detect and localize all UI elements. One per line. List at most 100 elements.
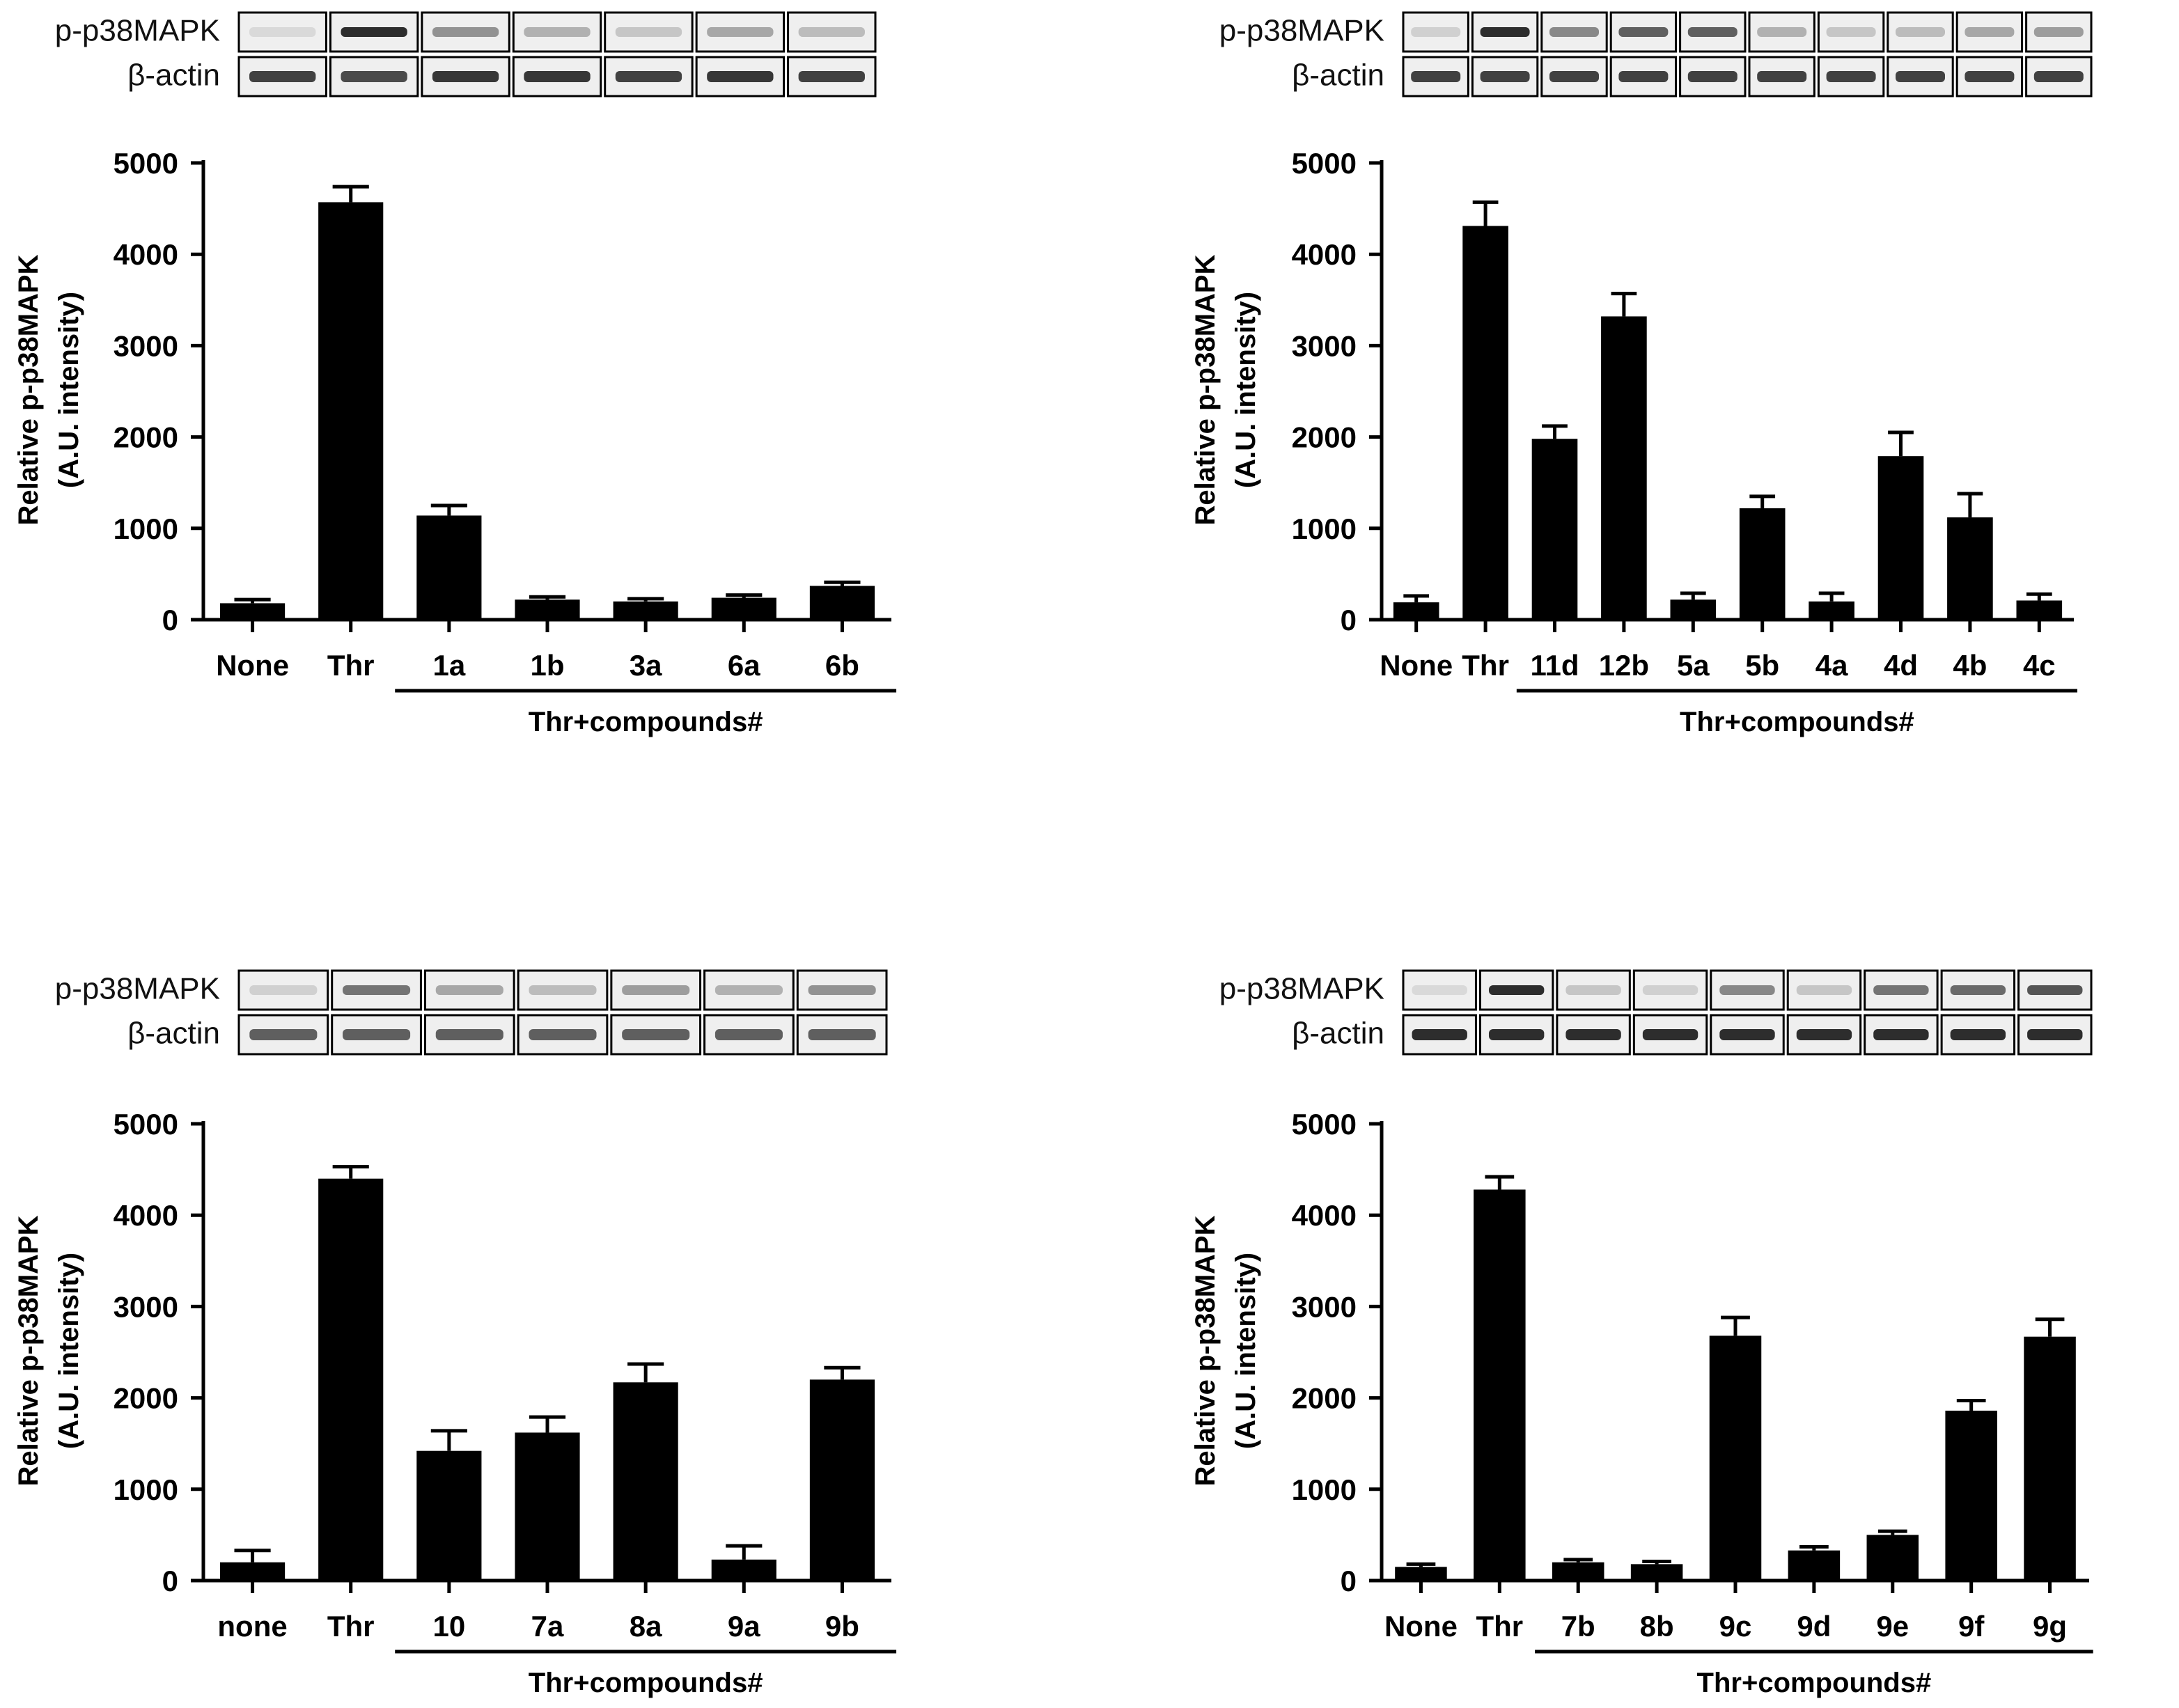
- blot-row-p38-lane: [1817, 11, 1885, 53]
- bar-7b: [1552, 1562, 1604, 1581]
- bar-4a: [1809, 601, 1854, 620]
- blot-row-p38-band: [435, 985, 503, 995]
- blot-row-p38-band: [1480, 27, 1530, 37]
- bar-5a: [1670, 600, 1717, 620]
- blot-row-actin-band: [1411, 71, 1461, 82]
- blot-row-p38-band: [615, 27, 682, 37]
- blot-row-p38-lane: [512, 11, 602, 53]
- blot-row-p38-band: [1412, 985, 1467, 995]
- blot-row-actin-label: β-actin: [1292, 58, 1384, 92]
- blot-row-p38-band: [432, 27, 499, 37]
- y-tick-label: 3000: [114, 1290, 178, 1323]
- bar-None: [1395, 1567, 1447, 1581]
- blot-row-p38-lane: [604, 11, 694, 53]
- category-label-None: None: [1384, 1610, 1458, 1643]
- blot-row-p38-lane: [1402, 11, 1469, 53]
- group-label: Thr+compounds#: [1680, 707, 1914, 737]
- y-tick-label: 1000: [1292, 512, 1357, 545]
- blot-row-p38-band: [714, 985, 783, 995]
- category-label-6b: 6b: [825, 649, 859, 682]
- bar-3a: [613, 601, 678, 620]
- y-tick-label: 4000: [1292, 238, 1357, 271]
- blot-row-p38-band: [2033, 27, 2084, 37]
- category-label-11d: 11d: [1530, 649, 1579, 682]
- blot-row-p38-lane: [1955, 11, 2024, 53]
- blot-row-actin-band: [1950, 1029, 2006, 1040]
- blot-row-actin-band: [622, 1029, 690, 1040]
- blot-row-p38-band: [1719, 985, 1775, 995]
- blot-row-actin-band: [1488, 1029, 1545, 1040]
- category-label-8a: 8a: [630, 1610, 662, 1643]
- category-label-None: None: [1380, 649, 1453, 682]
- group-label: Thr+compounds#: [529, 1668, 763, 1698]
- category-label-Thr: Thr: [1476, 1610, 1524, 1643]
- blot-row-p38-band: [1826, 27, 1876, 37]
- y-tick-label: 0: [1341, 1565, 1357, 1597]
- bar-8a: [613, 1382, 678, 1581]
- category-label-7b: 7b: [1561, 1610, 1595, 1643]
- bar-8b: [1630, 1564, 1683, 1581]
- bar-Thr: [318, 1178, 384, 1581]
- y-tick-label: 2000: [114, 1382, 178, 1415]
- blot-row-actin-band: [432, 71, 499, 82]
- y-tick-label: 3000: [1292, 1290, 1357, 1323]
- y-tick-label: 1000: [114, 1473, 178, 1506]
- category-label-3a: 3a: [630, 649, 662, 682]
- blot-row-p38-band: [1642, 985, 1698, 995]
- bar-1b: [515, 600, 580, 620]
- panel-bottom-left: p-p38MAPK β-actin 0 1000 2000 3000 4000 5000 Rel…: [13, 969, 897, 1698]
- category-label-none: none: [217, 1610, 287, 1643]
- category-label-12b: 12b: [1599, 649, 1649, 682]
- category-label-4c: 4c: [2023, 649, 2056, 682]
- y-axis-title-line2: (A.U. intensity): [1231, 292, 1261, 488]
- bar-4d: [1877, 456, 1924, 620]
- y-axis-title-line1: Relative p-p38MAPK: [1190, 1215, 1221, 1486]
- y-tick-label: 5000: [1292, 147, 1357, 180]
- blot-row-p38-label: p-p38MAPK: [1219, 13, 1384, 47]
- blot-row-actin-band: [2033, 71, 2084, 82]
- blot-row-p38-band: [2027, 985, 2083, 995]
- y-tick-label: 5000: [114, 1108, 178, 1141]
- blot-row-actin-band: [1826, 71, 1876, 82]
- y-tick-label: 4000: [114, 238, 178, 271]
- blot-row-p38-band: [1565, 985, 1621, 995]
- y-tick-label: 2000: [1292, 1382, 1357, 1415]
- blot-row-actin-band: [1618, 71, 1669, 82]
- bar-6a: [711, 597, 776, 620]
- blot-row-actin-band: [1565, 1029, 1621, 1040]
- blot-row-actin-band: [1642, 1029, 1698, 1040]
- bar-10: [416, 1450, 482, 1581]
- blot-row-actin-band: [1796, 1029, 1852, 1040]
- bar-Thr: [1474, 1189, 1526, 1581]
- y-tick-label: 1000: [1292, 1473, 1357, 1506]
- blot-row-actin-label: β-actin: [127, 58, 220, 92]
- blot-row-actin-band: [615, 71, 682, 82]
- panel-top-left: p-p38MAPK β-actin 0 1000 2000 3000 4000 5000 Rel…: [13, 11, 897, 737]
- y-axis-title-line2: (A.U. intensity): [54, 1253, 84, 1449]
- blot-row-p38-lane: [1632, 969, 1708, 1011]
- blot-row-p38-lane: [423, 969, 515, 1011]
- bar-9d: [1788, 1550, 1841, 1581]
- blot-row-actin-band: [798, 71, 865, 82]
- y-tick-label: 3000: [114, 329, 178, 362]
- category-label-9f: 9f: [1958, 1610, 1985, 1643]
- category-label-8b: 8b: [1640, 1610, 1674, 1643]
- blot-row-p38-lane: [703, 969, 795, 1011]
- blot-row-p38-lane: [1887, 11, 1954, 53]
- bar-1a: [416, 515, 482, 620]
- category-label-4a: 4a: [1815, 649, 1848, 682]
- category-label-None: None: [216, 649, 289, 682]
- bar-9c: [1709, 1335, 1762, 1581]
- category-label-Thr: Thr: [327, 1610, 375, 1643]
- blot-row-actin-band: [2027, 1029, 2083, 1040]
- panel-bottom-right: p-p38MAPK β-actin 0 1000 2000 3000 4000 5000 Rel…: [1190, 969, 2093, 1698]
- blot-row-actin-band: [1480, 71, 1530, 82]
- blot-row-actin-band: [1965, 71, 2015, 82]
- y-tick-label: 1000: [114, 512, 178, 545]
- blot-row-p38-band: [1796, 985, 1852, 995]
- blot-row-p38-lane: [796, 969, 888, 1011]
- category-label-9a: 9a: [728, 1610, 760, 1643]
- bar-5b: [1739, 508, 1786, 620]
- bar-4b: [1947, 517, 1993, 620]
